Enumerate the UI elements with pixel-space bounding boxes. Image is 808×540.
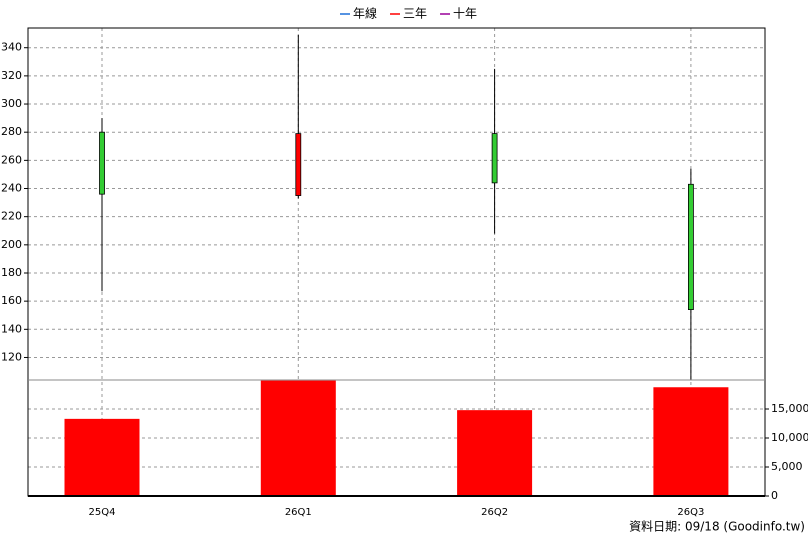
candle-body bbox=[491, 133, 498, 184]
y-tick-label: 320 bbox=[1, 69, 22, 82]
y2-tick-label: 0 bbox=[771, 489, 778, 502]
y-tick-label: 240 bbox=[1, 182, 22, 195]
legend-label: 三年 bbox=[403, 7, 427, 21]
y2-tick-label: 5,000 bbox=[771, 460, 803, 473]
x-tick-label: 26Q3 bbox=[677, 507, 704, 518]
candle-body bbox=[688, 183, 694, 310]
y-tick-label: 200 bbox=[1, 238, 22, 251]
y-tick-label: 340 bbox=[1, 41, 22, 54]
y2-tick-label: 10,000 bbox=[771, 431, 808, 444]
x-tick-label: 26Q2 bbox=[481, 507, 508, 518]
volume-bar bbox=[457, 410, 533, 496]
volume-bar bbox=[64, 418, 140, 496]
y-tick-label: 300 bbox=[1, 97, 22, 110]
candle-body bbox=[99, 131, 105, 195]
legend-label: 年線 bbox=[353, 6, 377, 21]
y-tick-label: 160 bbox=[1, 294, 22, 307]
source-note: 資料日期: 09/18 (Goodinfo.tw) bbox=[629, 520, 805, 534]
y-tick-label: 220 bbox=[1, 210, 22, 223]
x-tick-label: 26Q1 bbox=[285, 507, 312, 518]
y-tick-label: 140 bbox=[1, 322, 22, 335]
legend-label: 十年 bbox=[453, 7, 477, 21]
volume-bar bbox=[260, 380, 336, 496]
y2-tick-label: 15,000 bbox=[771, 402, 808, 415]
y-tick-label: 280 bbox=[1, 125, 22, 138]
y-tick-label: 260 bbox=[1, 153, 22, 166]
y-tick-label: 120 bbox=[1, 350, 22, 363]
volume-bar bbox=[653, 387, 729, 496]
x-tick-label: 25Q4 bbox=[89, 507, 116, 518]
candle-body bbox=[295, 133, 302, 196]
y-tick-label: 180 bbox=[1, 266, 22, 279]
